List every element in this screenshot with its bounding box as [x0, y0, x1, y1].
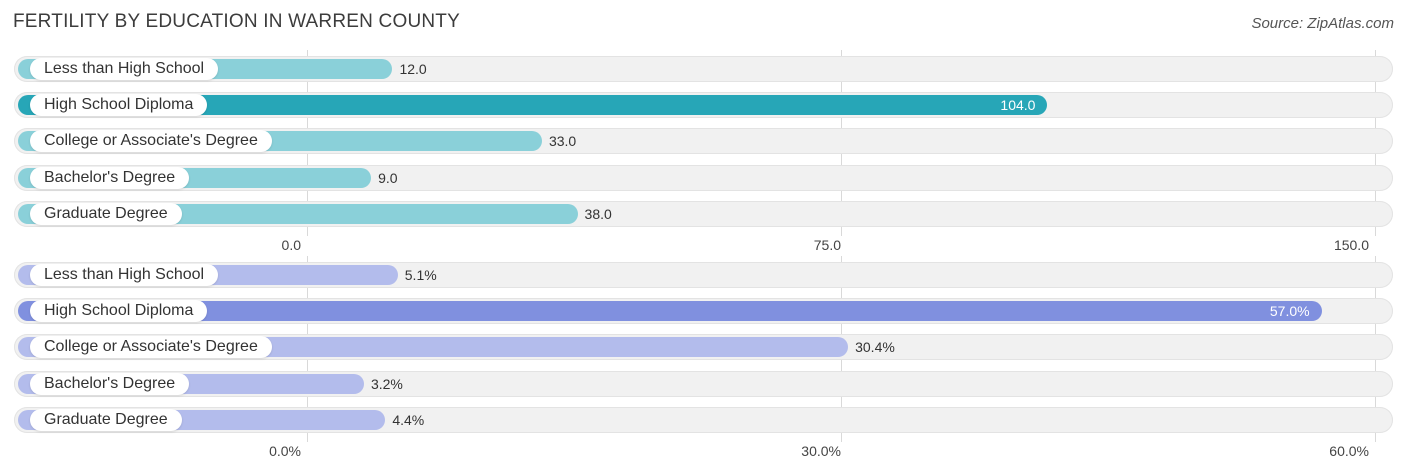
value-label: 12.0: [399, 61, 427, 77]
category-label: High School Diploma: [30, 94, 208, 116]
source-label: Source: ZipAtlas.com: [1251, 15, 1394, 32]
axis-tick-label: 0.0%: [269, 443, 301, 459]
category-label: Less than High School: [30, 58, 219, 80]
value-label: 9.0: [378, 170, 398, 186]
axis-tick-label: 75.0: [813, 237, 841, 253]
value-label: 104.0: [1000, 97, 1036, 113]
value-label: 4.4%: [392, 412, 425, 428]
value-label: 33.0: [548, 133, 577, 149]
axis-tick-label: 30.0%: [801, 443, 841, 459]
chart-title: FERTILITY BY EDUCATION IN WARREN COUNTY: [13, 11, 460, 32]
axis-tick-label: 0.0: [281, 237, 301, 253]
value-label: 5.1%: [404, 267, 437, 283]
value-label: 3.2%: [370, 376, 403, 392]
bar-high-school-diploma[interactable]: [18, 301, 1322, 321]
category-label: Graduate Degree: [30, 409, 182, 431]
value-label: 38.0: [584, 206, 612, 222]
category-label: Less than High School: [30, 264, 219, 286]
axis-tick-label: 150.0: [1333, 237, 1369, 253]
value-label: 30.4%: [855, 339, 895, 355]
category-label: Bachelor's Degree: [30, 167, 190, 189]
category-label: Bachelor's Degree: [30, 373, 190, 395]
category-label: Graduate Degree: [30, 203, 182, 225]
axis-tick-label: 60.0%: [1329, 443, 1369, 459]
category-label: College or Associate's Degree: [30, 130, 272, 152]
value-label: 57.0%: [1269, 303, 1310, 319]
category-label: High School Diploma: [30, 300, 208, 322]
bar-high-school-diploma[interactable]: [18, 95, 1048, 115]
category-label: College or Associate's Degree: [30, 336, 272, 358]
